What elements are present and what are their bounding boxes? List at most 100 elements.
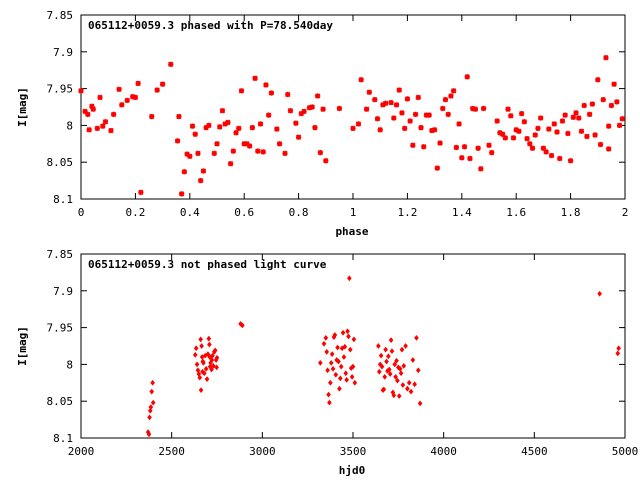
unphased-data-point (198, 387, 204, 394)
unphased-data-point (207, 341, 212, 348)
phased-data-point (592, 132, 598, 138)
unphased-data-point (387, 371, 393, 377)
unphased-data-point (386, 366, 392, 373)
phased-data-point (244, 141, 250, 147)
unphased-data-point (597, 290, 602, 297)
phased-data-point (249, 124, 256, 131)
phased-data-point (540, 145, 547, 151)
phased-x-tick-label: 2 (622, 206, 629, 219)
phased-data-point (363, 106, 370, 112)
phased-y-tick-label: 7.85 (47, 9, 74, 22)
unphased-data-point (379, 363, 385, 370)
unphased-data-point (410, 357, 416, 363)
unphased-y-tick-label: 8.1 (53, 432, 73, 445)
phased-data-point (214, 141, 220, 147)
phased-data-point (306, 105, 313, 111)
phased-data-point (407, 118, 413, 124)
phased-data-point (499, 131, 506, 137)
phased-data-point (89, 103, 95, 109)
phased-y-axis-label: I[mag] (16, 87, 29, 127)
phased-x-tick-label: 1 (350, 206, 357, 219)
phased-data-point (108, 127, 114, 134)
phased-x-tick-label: 0 (78, 206, 85, 219)
unphased-data-point (327, 399, 332, 406)
phased-data-point (576, 115, 582, 121)
unphased-data-point (330, 365, 336, 372)
phased-data-point (233, 130, 239, 136)
phased-data-point (578, 128, 585, 134)
unphased-y-tick-label: 8 (66, 358, 73, 371)
unphased-points (145, 275, 621, 438)
phased-data-point (94, 125, 100, 131)
unphased-data-point (209, 366, 214, 373)
phased-data-point (377, 127, 383, 133)
phased-data-point (429, 127, 435, 134)
phased-data-point (225, 119, 231, 126)
unphased-x-tick-label: 3000 (249, 445, 276, 458)
unphased-data-point (146, 431, 152, 438)
phased-data-point (611, 81, 617, 87)
phased-data-point (176, 113, 182, 120)
phased-data-point (440, 105, 446, 112)
phased-data-point (603, 55, 609, 61)
phased-data-point (200, 168, 207, 174)
unphased-data-point (397, 365, 403, 372)
phased-data-point (415, 94, 421, 101)
phased-x-tick-label: 1.2 (397, 206, 417, 219)
phased-x-axis-label: phase (335, 225, 368, 238)
unphased-data-point (346, 333, 351, 340)
unphased-data-point (193, 345, 199, 352)
phased-data-point (350, 125, 356, 131)
phased-data-point (557, 155, 563, 162)
phased-data-point (90, 106, 96, 112)
unphased-data-point (398, 370, 404, 377)
unphased-data-point (376, 368, 382, 375)
phased-data-point (565, 130, 571, 137)
unphased-data-point (147, 414, 152, 421)
phased-data-point (543, 149, 549, 155)
phased-data-point (181, 169, 188, 175)
unphased-x-tick-label: 2000 (68, 445, 95, 458)
unphased-data-point (341, 354, 347, 360)
phased-points (78, 55, 625, 197)
phased-ticks: 0 0.2 0.4 0.6 0.8 1 1.2 1.4 1.6 1.8 2 7.85 7.9 7.95 8 8… (47, 9, 629, 219)
phased-data-point (581, 102, 587, 109)
phased-y-tick-label: 7.95 (47, 83, 74, 96)
phased-data-point (241, 141, 247, 147)
unphased-data-point (326, 391, 331, 398)
phased-data-point (616, 122, 623, 129)
phased-data-point (130, 94, 136, 100)
unphased-data-point (395, 377, 400, 384)
phased-data-point (266, 112, 272, 118)
unphased-data-point (328, 379, 333, 386)
phased-data-point (336, 105, 343, 112)
phased-data-point (238, 88, 245, 94)
unphased-data-point (149, 388, 155, 395)
phased-x-tick-label: 0.6 (234, 206, 254, 219)
unphased-data-point (347, 346, 353, 353)
phased-data-point (263, 82, 269, 88)
unphased-data-point (399, 346, 405, 353)
phased-data-point (358, 77, 364, 83)
phased-data-point (513, 127, 519, 133)
phased-data-point (100, 123, 106, 129)
unphased-data-point (415, 367, 421, 374)
unphased-data-point (192, 351, 198, 358)
unphased-x-tick-label: 3500 (340, 445, 367, 458)
phased-data-point (298, 110, 304, 117)
phased-data-point (480, 105, 487, 112)
phased-data-point (410, 142, 416, 148)
phased-data-point (404, 96, 411, 102)
phased-data-point (293, 120, 299, 126)
phased-data-point (614, 99, 620, 105)
phased-data-point (388, 99, 394, 106)
phased-data-point (464, 74, 470, 80)
phased-data-point (257, 121, 264, 127)
phased-data-point (426, 112, 432, 118)
phased-data-point (119, 102, 125, 108)
unphased-chart-title: 065112+0059.3 not phased light curve (88, 258, 327, 271)
unphased-data-point (352, 379, 358, 386)
phased-data-point (456, 121, 462, 127)
